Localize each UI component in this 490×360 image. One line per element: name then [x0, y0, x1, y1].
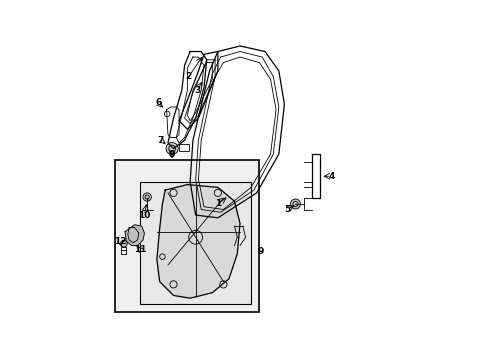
Polygon shape	[125, 225, 145, 246]
Bar	[122, 247, 126, 254]
Text: 7: 7	[158, 136, 164, 145]
Text: 11: 11	[134, 245, 147, 254]
Text: 12: 12	[114, 237, 126, 246]
Text: 9: 9	[258, 247, 264, 256]
Circle shape	[291, 199, 300, 209]
Circle shape	[121, 240, 127, 247]
Text: 5: 5	[284, 205, 290, 214]
Text: 10: 10	[138, 211, 150, 220]
Bar	[115, 159, 259, 312]
Text: 1: 1	[215, 199, 221, 208]
Circle shape	[166, 143, 178, 155]
Circle shape	[143, 193, 151, 201]
Text: 4: 4	[328, 172, 335, 181]
Text: 8: 8	[169, 150, 175, 158]
Text: 3: 3	[194, 86, 200, 95]
Polygon shape	[157, 185, 240, 298]
Text: 2: 2	[186, 72, 192, 81]
Bar	[179, 144, 189, 151]
Bar	[140, 182, 251, 304]
Text: 6: 6	[155, 98, 161, 107]
